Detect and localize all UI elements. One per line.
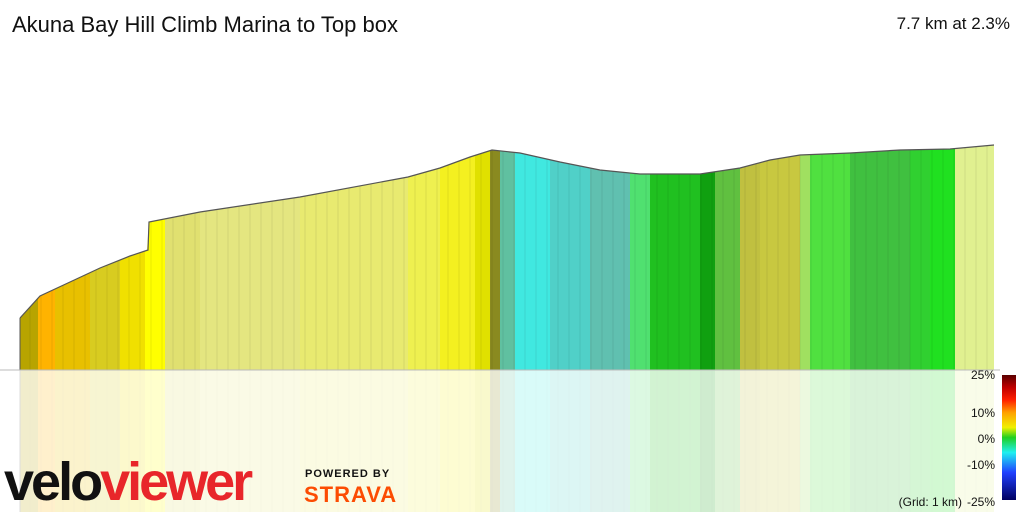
summary: 7.7 km at 2.3% (897, 14, 1010, 33)
grid-note: (Grid: 1 km) (899, 495, 962, 509)
legend-label: 10% (971, 406, 995, 420)
gradient-labels: 25% 10% 0% -10% -25% (Grid: 1 km) (899, 368, 996, 509)
legend-label: -10% (967, 458, 995, 472)
logo-part: velo (4, 452, 101, 512)
legend-label: 25% (971, 368, 995, 382)
legend-label: -25% (967, 495, 995, 509)
gradient-scale (1002, 375, 1016, 500)
veloviewer-logo: veloviewer (4, 452, 253, 512)
legend-label: 0% (978, 432, 996, 446)
profile-outline (19, 144, 995, 319)
reflection-fade (0, 370, 1000, 512)
logo-part: viewer (100, 452, 253, 512)
powered-by: POWERED BY (305, 468, 390, 480)
title: Akuna Bay Hill Climb Marina to Top box (12, 12, 398, 37)
strava-logo: STRAVA (304, 482, 397, 507)
